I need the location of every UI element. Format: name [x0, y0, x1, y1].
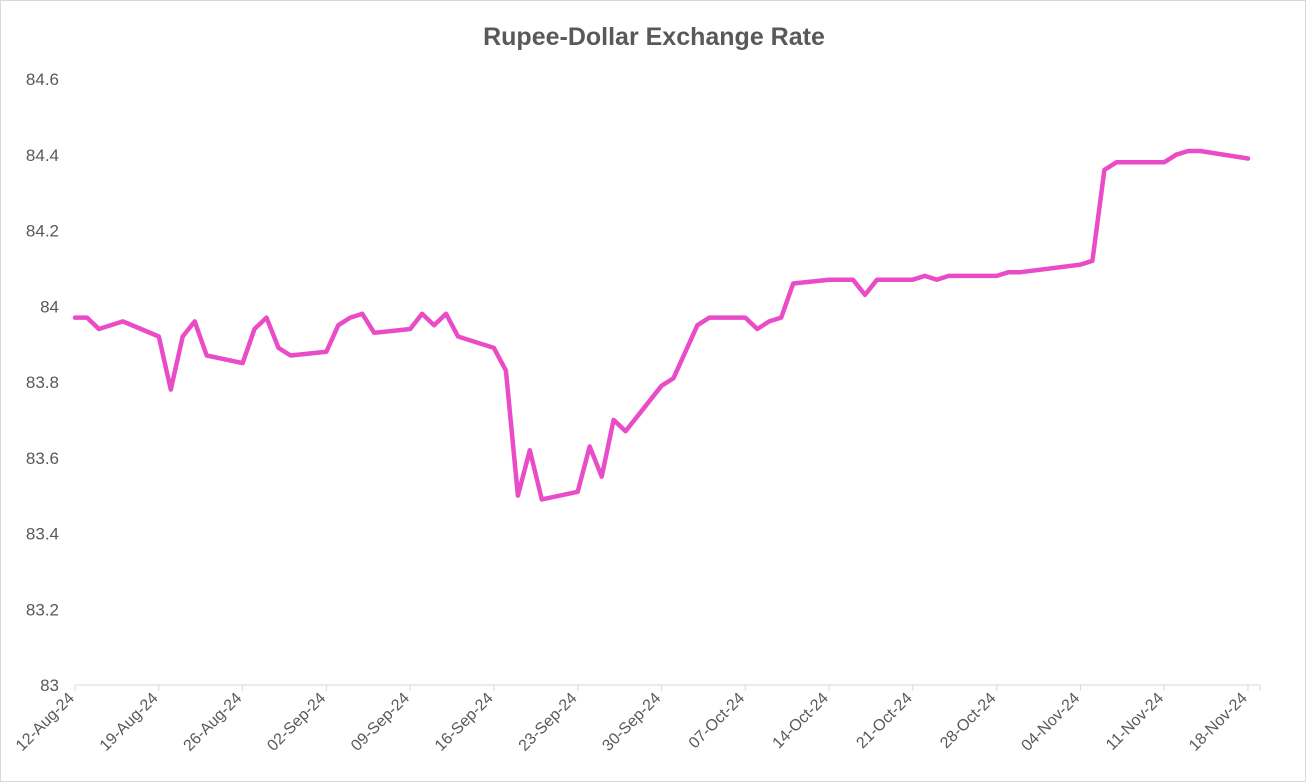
x-tick-label: 30-Sep-24 — [599, 690, 664, 755]
series-group — [72, 148, 1251, 502]
series-line — [72, 148, 1251, 502]
x-axis-tick-labels: 12-Aug-24 19-Aug-24 26-Aug-24 02-Sep-24 09-S… — [13, 690, 1251, 755]
x-tick-label: 18-Nov-24 — [1186, 690, 1251, 755]
x-tick-label: 21-Oct-24 — [853, 690, 915, 752]
x-tick-label: 12-Aug-24 — [13, 690, 78, 755]
x-tick-label: 11-Nov-24 — [1103, 690, 1167, 754]
x-tick-label: 07-Oct-24 — [686, 690, 748, 752]
x-tick-label: 26-Aug-24 — [181, 690, 246, 755]
y-tick-label: 84.2 — [26, 222, 59, 241]
x-tick-label: 02-Sep-24 — [264, 690, 329, 755]
y-tick-label: 84 — [40, 297, 59, 316]
x-tick-label: 28-Oct-24 — [937, 690, 999, 752]
y-axis-tick-labels: 83 83.2 83.4 83.6 83.8 84 84.2 84.4 84.6 — [26, 70, 59, 695]
x-tick-label: 19-Aug-24 — [97, 690, 162, 755]
x-tick-label: 14-Oct-24 — [770, 690, 832, 752]
x-tick-label: 09-Sep-24 — [348, 690, 413, 755]
y-tick-label: 83.2 — [26, 600, 59, 619]
y-tick-label: 84.4 — [26, 146, 59, 165]
x-tick-label: 23-Sep-24 — [516, 690, 581, 755]
y-tick-label: 84.6 — [26, 70, 59, 89]
y-tick-label: 83.4 — [26, 525, 59, 544]
x-tick-label: 04-Nov-24 — [1018, 690, 1083, 755]
x-axis — [74, 684, 1261, 691]
y-tick-label: 83 — [40, 676, 59, 695]
x-tick-label: 16-Sep-24 — [432, 690, 497, 755]
y-tick-label: 83.8 — [26, 373, 59, 392]
chart-title: Rupee-Dollar Exchange Rate — [483, 23, 825, 51]
y-tick-label: 83.6 — [26, 449, 59, 468]
